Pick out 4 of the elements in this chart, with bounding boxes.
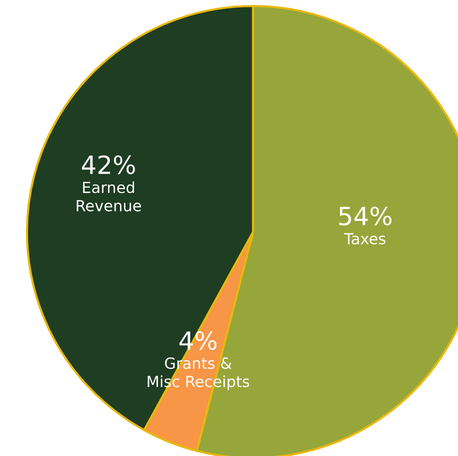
slice-label: Taxes [344, 233, 386, 244]
data-label: 42% [82, 155, 135, 174]
data-label: 54% [339, 206, 392, 226]
slice-label: Earned Revenue [76, 181, 141, 212]
